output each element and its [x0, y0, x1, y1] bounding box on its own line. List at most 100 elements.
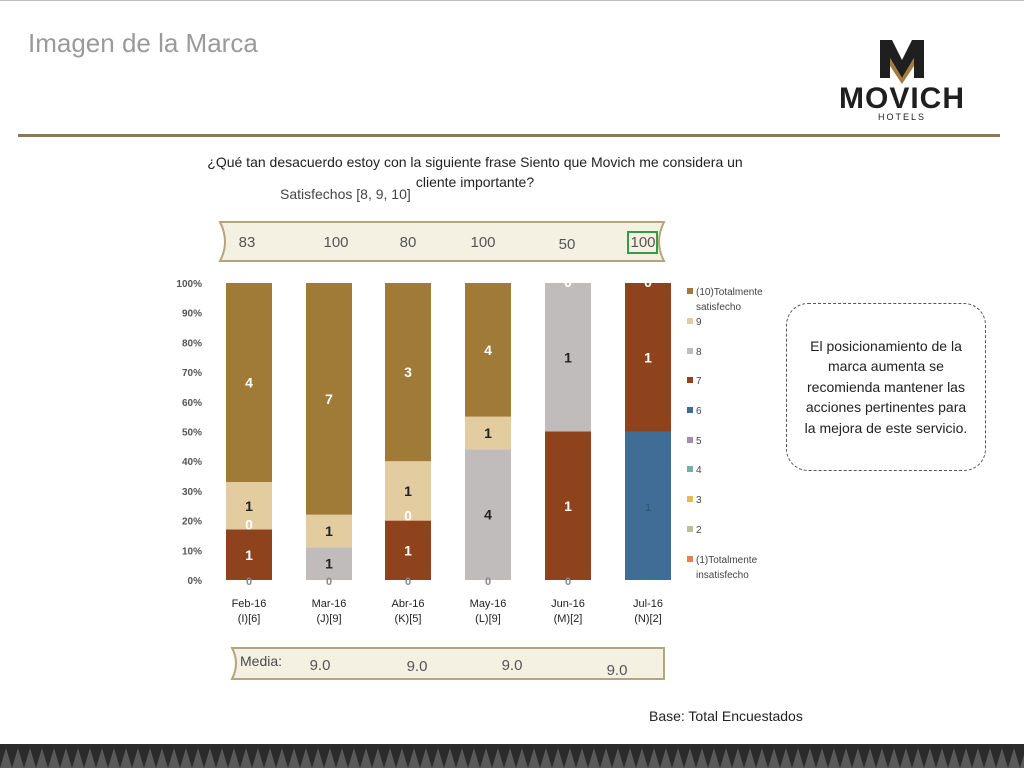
- legend-swatch: [687, 526, 693, 532]
- media-value: 9.0: [310, 657, 331, 674]
- footer-pattern-mark: [276, 748, 288, 768]
- legend-label: 2: [696, 525, 702, 536]
- y-tick-label: 20%: [182, 517, 202, 528]
- footer-pattern-mark: [864, 748, 876, 768]
- bar-segment: [545, 431, 591, 580]
- bar-segment: [226, 529, 272, 580]
- header-divider: [18, 134, 1000, 137]
- data-label: 1: [645, 502, 651, 514]
- data-label: 0: [485, 576, 491, 588]
- footer-pattern-mark: [384, 748, 396, 768]
- footer-pattern-mark: [144, 748, 156, 768]
- footer-pattern-mark: [624, 748, 636, 768]
- footer-pattern-mark: [156, 748, 168, 768]
- footer-pattern-mark: [36, 748, 48, 768]
- media-value: 9.0: [607, 662, 628, 679]
- bar-segment: [625, 431, 671, 580]
- footer-pattern-mark: [132, 748, 144, 768]
- footer-pattern-mark: [876, 748, 888, 768]
- x-tick-sublabel: (J)[9]: [316, 613, 341, 625]
- footer-pattern-mark: [708, 748, 720, 768]
- footer-pattern-mark: [672, 748, 684, 768]
- footer-pattern-mark: [540, 748, 552, 768]
- footer-pattern-mark: [360, 748, 372, 768]
- footer-pattern-mark: [996, 748, 1008, 768]
- legend-label: 7: [696, 376, 702, 387]
- legend-label-cont: insatisfecho: [696, 570, 749, 581]
- footer-pattern-mark: [312, 748, 324, 768]
- movich-logo: MOVICH HOTELS: [839, 40, 964, 122]
- bar-segment: [385, 520, 431, 580]
- y-tick-label: 10%: [182, 546, 202, 557]
- satisfied-label: Satisfechos [8, 9, 10]: [280, 186, 411, 202]
- footer-pattern-mark: [516, 748, 528, 768]
- data-label: 1: [484, 425, 492, 441]
- satisfied-value: 83: [239, 234, 256, 251]
- footer-pattern-mark: [372, 748, 384, 768]
- footer-pattern-mark: [924, 748, 936, 768]
- footer-pattern-mark: [192, 748, 204, 768]
- bar-segment: [226, 283, 272, 482]
- footer-pattern-mark: [912, 748, 924, 768]
- footer-pattern-mark: [780, 748, 792, 768]
- footer-pattern-mark: [336, 748, 348, 768]
- media-label: Media:: [240, 653, 282, 669]
- highlight-box: [627, 231, 658, 254]
- legend-swatch: [687, 348, 693, 354]
- data-label: 1: [644, 349, 652, 365]
- legend-swatch: [687, 496, 693, 502]
- satisfied-value: 80: [400, 234, 417, 251]
- footer-pattern-mark: [612, 748, 624, 768]
- footer-pattern-mark: [408, 748, 420, 768]
- legend-swatch: [687, 556, 693, 562]
- footer-pattern-mark: [852, 748, 864, 768]
- y-tick-label: 60%: [182, 398, 202, 409]
- footer-pattern-mark: [60, 748, 72, 768]
- bar-segment: [625, 283, 671, 432]
- data-label: 1: [404, 542, 412, 558]
- footer-pattern-mark: [480, 748, 492, 768]
- footer-pattern-mark: [792, 748, 804, 768]
- footer-pattern-mark: [12, 748, 24, 768]
- footer-pattern-mark: [816, 748, 828, 768]
- bar-segment: [385, 283, 431, 462]
- legend-swatch: [687, 377, 693, 383]
- footer-pattern-mark: [396, 748, 408, 768]
- data-label: 0: [565, 576, 571, 588]
- legend-label: 9: [696, 317, 702, 328]
- legend-swatch: [687, 318, 693, 324]
- y-tick-label: 70%: [182, 368, 202, 379]
- footer-pattern-mark: [756, 748, 768, 768]
- bar-segment: [465, 449, 511, 580]
- x-tick-sublabel: (K)[5]: [395, 613, 422, 625]
- bar-segment: [465, 283, 511, 417]
- footer-pattern-mark: [984, 748, 996, 768]
- footer-pattern-mark: [528, 748, 540, 768]
- data-label: 4: [484, 507, 492, 523]
- legend-label: 6: [696, 406, 702, 417]
- satisfied-value: 100: [630, 234, 655, 251]
- media-value: 9.0: [407, 658, 428, 675]
- legend-label: 4: [696, 465, 702, 476]
- bar-segment: [306, 547, 352, 580]
- data-label: 1: [245, 547, 253, 563]
- x-tick-label: Jul-16: [633, 598, 663, 610]
- bar-segment: [306, 283, 352, 515]
- data-label: 1: [325, 556, 333, 572]
- footer-pattern-mark: [108, 748, 120, 768]
- y-tick-label: 50%: [182, 428, 202, 439]
- footer-pattern-mark: [72, 748, 84, 768]
- footer-pattern-mark: [888, 748, 900, 768]
- footer-pattern-mark: [204, 748, 216, 768]
- x-tick-label: Jun-16: [551, 598, 585, 610]
- bar-segment: [226, 481, 272, 530]
- footer-pattern-mark: [84, 748, 96, 768]
- footer-pattern-mark: [300, 748, 312, 768]
- data-label: 0: [564, 274, 572, 290]
- footer-pattern-mark: [564, 748, 576, 768]
- top-border: [0, 0, 1024, 1]
- legend-label-cont: satisfecho: [696, 302, 741, 313]
- bar-segment: [465, 416, 511, 450]
- legend-label: 3: [696, 495, 702, 506]
- data-label: 1: [404, 483, 412, 499]
